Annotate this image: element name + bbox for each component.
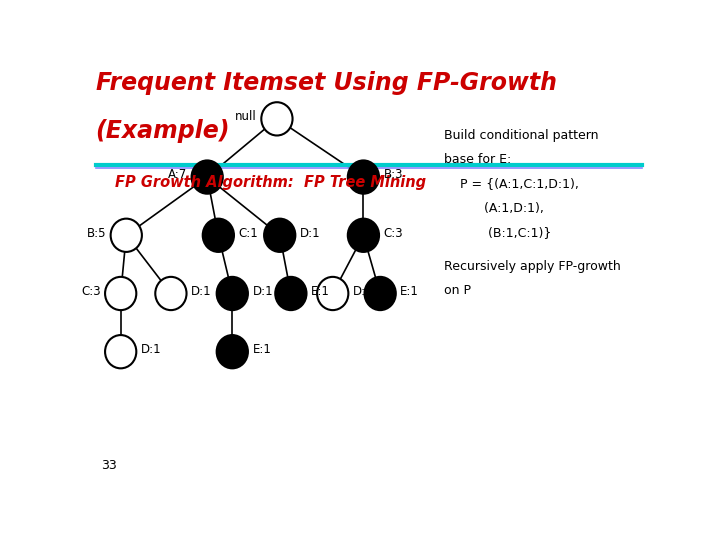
Ellipse shape <box>156 277 186 310</box>
Ellipse shape <box>217 277 248 310</box>
Ellipse shape <box>261 102 292 136</box>
Ellipse shape <box>111 219 142 252</box>
Text: D:1: D:1 <box>353 285 374 298</box>
Text: D:1: D:1 <box>141 343 161 356</box>
Text: D:1: D:1 <box>253 285 273 298</box>
Text: 33: 33 <box>101 460 117 472</box>
Text: C:1: C:1 <box>238 227 258 240</box>
Ellipse shape <box>348 160 379 194</box>
Ellipse shape <box>192 160 222 194</box>
Ellipse shape <box>264 219 295 252</box>
Text: (A:1,D:1),: (A:1,D:1), <box>444 201 544 214</box>
Text: E:1: E:1 <box>311 285 330 298</box>
Text: null: null <box>235 110 257 123</box>
Text: (Example): (Example) <box>96 119 230 143</box>
Text: B:5: B:5 <box>86 227 106 240</box>
Ellipse shape <box>105 335 136 368</box>
Text: E:1: E:1 <box>400 285 419 298</box>
Text: D:1: D:1 <box>191 285 212 298</box>
Text: D:1: D:1 <box>300 227 320 240</box>
Text: C:3: C:3 <box>81 285 101 298</box>
Text: Build conditional pattern: Build conditional pattern <box>444 129 599 142</box>
Ellipse shape <box>348 219 379 252</box>
Text: C:3: C:3 <box>384 227 403 240</box>
Text: Frequent Itemset Using FP-Growth: Frequent Itemset Using FP-Growth <box>96 71 557 95</box>
Text: FP Growth Algorithm:  FP Tree Mining: FP Growth Algorithm: FP Tree Mining <box>115 175 426 190</box>
Ellipse shape <box>364 277 396 310</box>
Ellipse shape <box>105 277 136 310</box>
Text: base for E:: base for E: <box>444 153 512 166</box>
Text: (B:1,C:1)}: (B:1,C:1)} <box>444 226 552 239</box>
Text: Recursively apply FP-growth: Recursively apply FP-growth <box>444 260 621 273</box>
Text: A:7: A:7 <box>168 168 187 181</box>
Ellipse shape <box>217 335 248 368</box>
Text: P = {(A:1,C:1,D:1),: P = {(A:1,C:1,D:1), <box>444 178 579 191</box>
Text: E:1: E:1 <box>253 343 271 356</box>
Ellipse shape <box>317 277 348 310</box>
Text: on P: on P <box>444 285 472 298</box>
Ellipse shape <box>275 277 307 310</box>
Ellipse shape <box>203 219 234 252</box>
Text: B:3: B:3 <box>384 168 403 181</box>
